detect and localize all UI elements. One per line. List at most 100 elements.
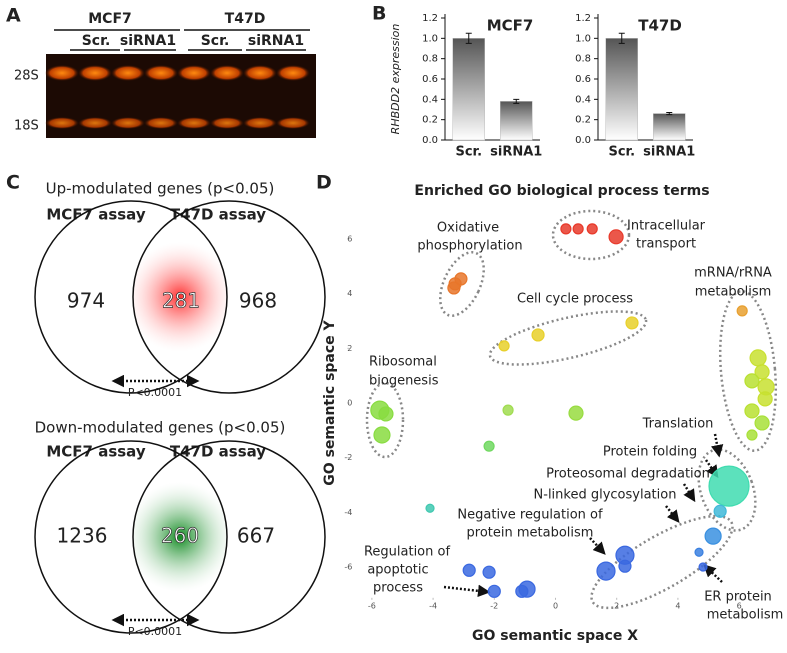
x-tick-label: -4 xyxy=(429,601,437,610)
bubble xyxy=(757,391,773,407)
bubble xyxy=(746,429,758,441)
venn-overlap xyxy=(133,441,227,633)
error-bar xyxy=(513,98,520,104)
annotation: phosphorylation xyxy=(417,239,522,254)
y-axis-label: GO semantic space Y xyxy=(322,319,338,485)
gel-band xyxy=(243,65,277,81)
bubble xyxy=(560,223,572,235)
gel-band xyxy=(144,65,178,81)
gel-band xyxy=(276,117,310,129)
venn-set-label: MCF7 assay xyxy=(46,206,145,224)
bubble xyxy=(568,405,584,421)
p-value: P<0.0001 xyxy=(128,386,182,399)
annotation: metabolism xyxy=(707,608,784,623)
annotation-arrow xyxy=(682,483,696,503)
y-tick-label: 0.0 xyxy=(575,135,591,146)
y-tick-label: 1.0 xyxy=(422,33,438,44)
y-tick-label: 0.6 xyxy=(575,74,591,85)
y-tick-label: 2 xyxy=(347,344,352,353)
bubble xyxy=(378,406,394,422)
y-tick-label: 0.4 xyxy=(575,94,591,105)
gel-band xyxy=(45,65,79,81)
chart-title: Enriched GO biological process terms xyxy=(414,183,709,199)
annotation-arrow xyxy=(710,433,724,458)
annotation: Regulation of xyxy=(364,545,451,560)
bubble xyxy=(596,561,616,581)
y-tick-label: -6 xyxy=(344,563,352,572)
bubble xyxy=(515,584,529,598)
venn-count: 281 xyxy=(162,289,200,313)
bubble xyxy=(483,440,495,452)
gel-band xyxy=(210,65,244,81)
error-bar xyxy=(666,112,673,116)
x-tick-label: Scr. xyxy=(608,145,635,160)
band-label: 28S xyxy=(14,69,39,84)
annotation: biogenesis xyxy=(369,374,439,389)
y-tick-label: 0.0 xyxy=(422,135,438,146)
annotation: N-linked glycosylation xyxy=(534,488,677,503)
bar xyxy=(653,113,686,141)
bubble xyxy=(502,404,514,416)
gel-band xyxy=(210,117,244,129)
venn-circle xyxy=(132,200,326,394)
group-label: MCF7 xyxy=(88,11,132,27)
bubble xyxy=(454,272,468,286)
venn-title: Up-modulated genes (p<0.05) xyxy=(46,180,275,198)
bubble xyxy=(373,426,391,444)
venn-circle xyxy=(132,440,326,634)
y-tick-label: -4 xyxy=(344,508,352,517)
venn-count: 974 xyxy=(67,289,105,313)
bubble xyxy=(531,328,545,342)
cluster-outline xyxy=(590,514,734,610)
y-tick-label: 1.2 xyxy=(575,13,591,24)
bubble xyxy=(754,415,770,431)
annotation: Negative regulation of xyxy=(457,508,603,523)
annotation-arrow xyxy=(589,537,606,555)
annotation: protein metabolism xyxy=(467,526,594,541)
x-tick-label: 4 xyxy=(675,601,680,610)
gel-band xyxy=(177,117,211,129)
gel-bands xyxy=(45,65,310,129)
x-tick-label: -2 xyxy=(490,601,498,610)
bubble xyxy=(736,305,748,317)
lane-label: siRNA1 xyxy=(248,33,304,49)
annotation: process xyxy=(373,581,423,596)
x-axis-label: GO semantic space X xyxy=(472,628,638,644)
venn-count: 667 xyxy=(237,524,275,548)
bar xyxy=(500,101,533,141)
lane-label: Scr. xyxy=(201,33,230,49)
cluster-outline xyxy=(551,209,631,261)
bubble xyxy=(713,504,727,518)
annotation: ER protein xyxy=(704,590,772,605)
annotation: Ribosomal xyxy=(369,355,437,370)
annotation-arrow xyxy=(443,584,491,598)
bubble xyxy=(694,547,704,557)
annotation: transport xyxy=(636,237,696,252)
lane-label: siRNA1 xyxy=(120,33,176,49)
lane-label: Scr. xyxy=(82,33,111,49)
bubble xyxy=(698,562,708,572)
venn-overlap xyxy=(133,201,227,393)
cluster-outline xyxy=(488,310,648,366)
gel-band xyxy=(144,117,178,129)
gel-band xyxy=(45,117,79,129)
gel-band xyxy=(243,117,277,129)
error-bar xyxy=(618,32,625,44)
y-tick-label: 6 xyxy=(347,235,352,244)
gel-band xyxy=(78,117,112,129)
gel-band xyxy=(276,65,310,81)
bubble xyxy=(482,565,496,579)
cluster-outline xyxy=(718,290,778,452)
p-value: P<0.0001 xyxy=(128,625,182,638)
bar xyxy=(605,38,638,141)
annotation-arrow xyxy=(665,505,680,523)
venn-title: Down-modulated genes (p<0.05) xyxy=(35,419,286,437)
bubble xyxy=(447,281,461,295)
annotation: Translation xyxy=(642,417,714,432)
bubble xyxy=(744,403,760,419)
bubble xyxy=(754,364,770,380)
cluster-outlines xyxy=(365,209,778,610)
panel-letter: A xyxy=(6,5,21,27)
annotation: metabolism xyxy=(695,285,772,300)
